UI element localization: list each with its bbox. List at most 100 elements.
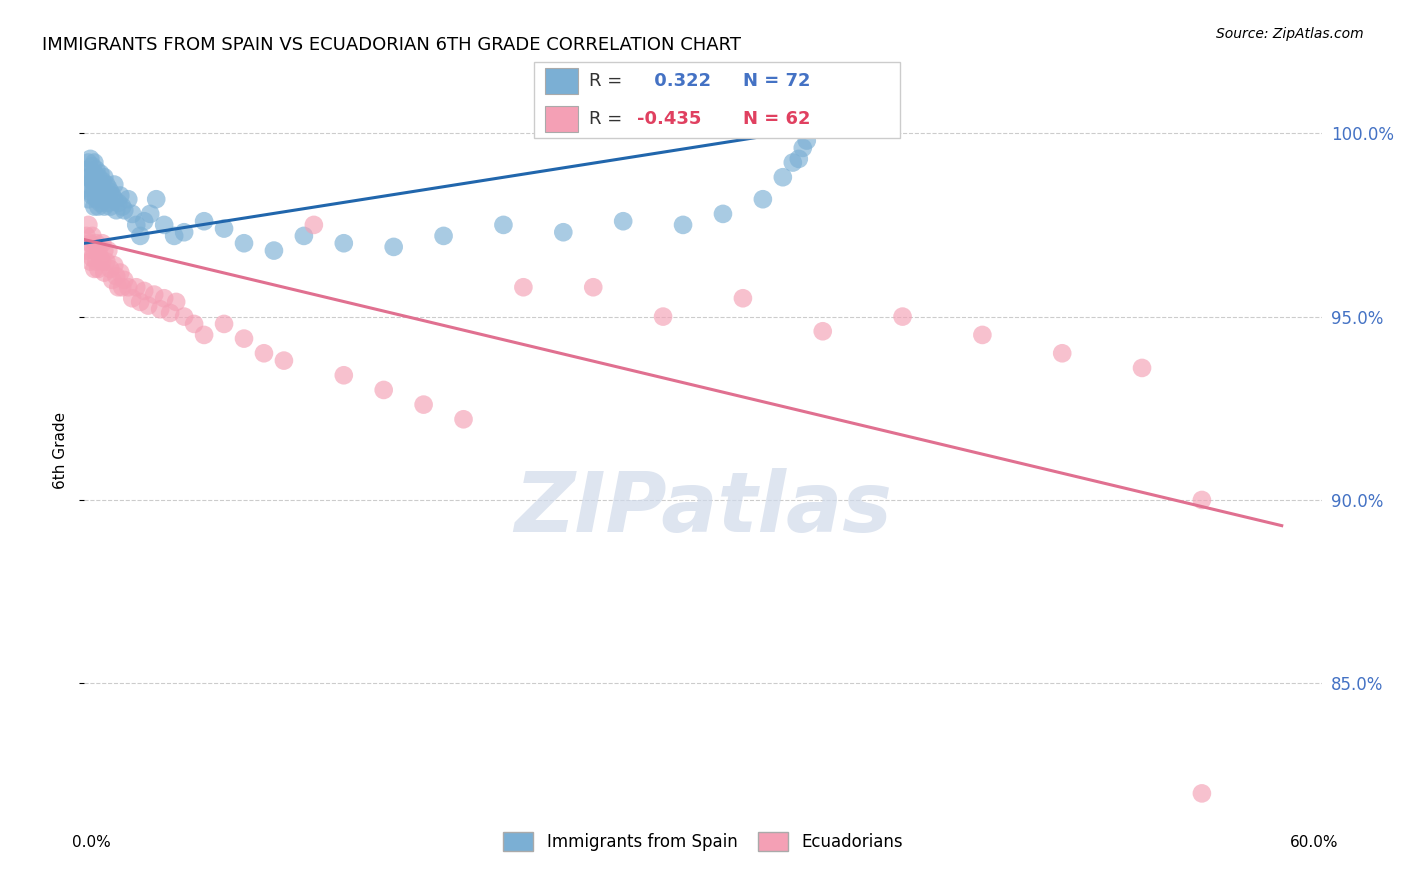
Text: IMMIGRANTS FROM SPAIN VS ECUADORIAN 6TH GRADE CORRELATION CHART: IMMIGRANTS FROM SPAIN VS ECUADORIAN 6TH … <box>42 36 741 54</box>
Text: R =: R = <box>589 71 623 89</box>
Y-axis label: 6th Grade: 6th Grade <box>52 412 67 489</box>
Point <box>212 317 235 331</box>
Point <box>891 310 914 324</box>
Point <box>121 291 143 305</box>
Point <box>98 200 121 214</box>
Point <box>672 218 695 232</box>
Point <box>125 280 148 294</box>
Point <box>75 244 97 258</box>
Point <box>93 244 115 258</box>
Point <box>75 228 97 243</box>
Point <box>193 327 215 342</box>
Point <box>1191 786 1213 800</box>
Point <box>811 324 834 338</box>
Point <box>163 228 186 243</box>
Point <box>612 214 634 228</box>
Point <box>796 134 818 148</box>
Point <box>77 192 100 206</box>
Point <box>79 185 101 199</box>
Point <box>105 203 128 218</box>
Point <box>83 167 105 181</box>
Point <box>117 192 139 206</box>
Point <box>97 244 120 258</box>
Point <box>101 188 124 202</box>
Point <box>792 141 814 155</box>
Point <box>77 155 100 169</box>
Point <box>91 236 114 251</box>
Point <box>79 170 101 185</box>
Point <box>165 294 187 309</box>
Point <box>125 218 148 232</box>
Point <box>273 353 295 368</box>
Point <box>89 251 111 265</box>
Point <box>103 178 125 192</box>
Point <box>134 214 156 228</box>
Point <box>101 273 124 287</box>
Point <box>75 162 97 177</box>
Point <box>772 170 794 185</box>
Text: N = 72: N = 72 <box>742 71 810 89</box>
Point <box>173 225 195 239</box>
FancyBboxPatch shape <box>546 68 578 95</box>
Point <box>263 244 285 258</box>
Point <box>91 254 114 268</box>
Text: N = 62: N = 62 <box>742 110 810 128</box>
Point <box>173 310 195 324</box>
Point <box>112 273 135 287</box>
Point <box>149 302 172 317</box>
Point <box>103 192 125 206</box>
Point <box>83 244 105 258</box>
Point <box>83 200 105 214</box>
Point <box>731 291 754 305</box>
Point <box>96 192 118 206</box>
Point <box>103 258 125 272</box>
Legend: Immigrants from Spain, Ecuadorians: Immigrants from Spain, Ecuadorians <box>496 825 910 857</box>
Point <box>553 225 575 239</box>
Point <box>159 306 181 320</box>
Point <box>382 240 405 254</box>
Point <box>79 236 101 251</box>
Point <box>83 181 105 195</box>
Point <box>79 152 101 166</box>
Point <box>82 188 104 202</box>
Text: R =: R = <box>589 110 623 128</box>
Point <box>292 228 315 243</box>
Point <box>302 218 325 232</box>
Point <box>233 236 256 251</box>
Point <box>752 192 775 206</box>
Point <box>91 188 114 202</box>
Point <box>129 228 152 243</box>
Point <box>112 203 135 218</box>
Point <box>77 218 100 232</box>
Point <box>87 244 110 258</box>
Point <box>93 266 115 280</box>
Point <box>75 181 97 195</box>
Point <box>89 167 111 181</box>
Point <box>105 269 128 284</box>
Point <box>87 185 110 199</box>
Point <box>787 152 810 166</box>
Point <box>117 280 139 294</box>
Point <box>453 412 475 426</box>
Point <box>89 181 111 195</box>
Point <box>87 261 110 276</box>
Point <box>143 287 166 301</box>
Point <box>86 192 108 206</box>
FancyBboxPatch shape <box>546 105 578 132</box>
Text: ZIPatlas: ZIPatlas <box>515 467 891 549</box>
Point <box>83 155 105 169</box>
FancyBboxPatch shape <box>534 62 900 138</box>
Point <box>86 236 108 251</box>
Point <box>212 221 235 235</box>
Point <box>110 266 132 280</box>
Point <box>93 170 115 185</box>
Point <box>107 280 129 294</box>
Point <box>111 280 134 294</box>
Point <box>134 284 156 298</box>
Point <box>96 178 118 192</box>
Point <box>136 299 159 313</box>
Point <box>193 214 215 228</box>
Point <box>82 159 104 173</box>
Point <box>1050 346 1073 360</box>
Point <box>79 254 101 268</box>
